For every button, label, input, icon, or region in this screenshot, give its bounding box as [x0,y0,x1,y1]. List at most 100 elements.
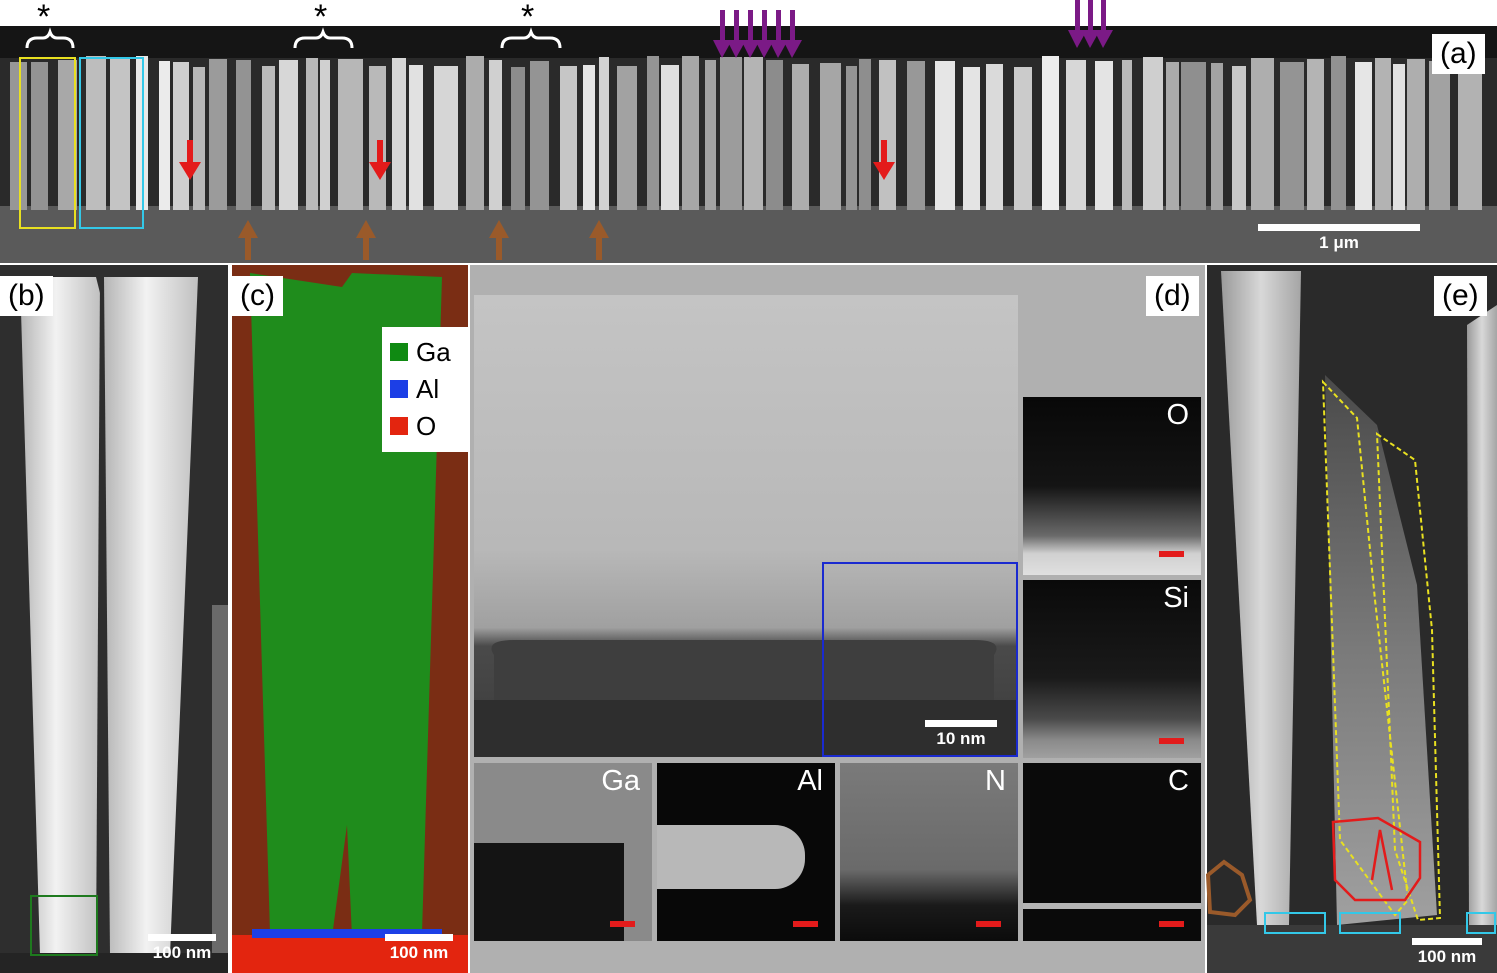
nanowire [136,56,148,210]
nanowire [744,57,763,210]
nanowire [560,66,577,210]
nanowire [792,64,809,210]
scalebar-line [1412,938,1482,945]
scalebar-text: 100 nm [389,943,449,962]
map-n: N [840,763,1018,941]
nanowire [1458,67,1482,210]
asterisk-2: * [314,0,328,36]
map-si-scalebar [1159,738,1184,744]
legend-text-ga: Ga [416,336,451,367]
nanowire [720,57,742,210]
nanowire [466,56,484,210]
nanowire [320,60,330,210]
nanowire [1014,67,1032,210]
nanowire [209,59,227,210]
panel-b-image [0,265,228,973]
panel-b-nanowires [0,277,228,973]
map-al-label: Al [797,765,823,797]
map-c: C [1023,763,1201,941]
nanowire [1393,64,1405,210]
nanowire [846,66,857,210]
scalebar-text: 1 μm [1319,233,1359,252]
legend-swatch-ga [390,343,408,361]
scalebar-text: 100 nm [152,943,212,962]
legend-swatch-al [390,380,408,398]
panel-e-image [1207,265,1497,973]
nanowire [1375,58,1391,210]
legend-text-o: O [416,410,437,441]
panel-e-scalebar: 100 nm [1412,938,1482,967]
scalebar-line [385,934,453,941]
scalebar-line [925,720,997,727]
panel-d-haadf-image [474,295,1018,757]
panel-b-label: (b) [0,276,53,316]
map-si: Si [1023,580,1201,758]
panel-b-scalebar: 100 nm [148,934,216,963]
nanowire [682,56,699,210]
nanowire [986,64,1003,210]
nanowire [647,56,659,210]
nanowire [262,66,275,210]
nanowire [1066,60,1086,210]
nanowire [1331,56,1346,210]
panel-c-image [232,265,468,973]
nanowire [879,60,896,210]
nanowire [1232,66,1246,210]
nanowire [617,66,637,210]
nanowire [1355,62,1372,210]
nanowire [434,66,458,210]
legend-swatch-o [390,417,408,435]
nanowire [369,66,386,210]
nanowire [489,60,502,210]
legend-text-al: Al [416,373,440,404]
nanowire [338,59,363,210]
scalebar-text: 10 nm [936,729,986,748]
map-c-label: C [1168,765,1189,797]
nanowire [409,65,423,210]
nanowire [1143,57,1163,210]
nanowire [10,62,27,210]
nanowire [1251,58,1274,210]
nanowire [392,58,406,210]
map-al-scalebar [793,921,818,927]
nanowire [530,61,549,210]
scalebar-line [1258,224,1420,231]
nanowire [31,62,48,210]
map-c-scalebar [1159,921,1184,927]
nanowire [1211,63,1223,210]
nanowire [907,61,925,210]
nanowire-group [10,56,1482,210]
panel-c-label: (c) [232,276,283,316]
nanowire [1095,61,1113,210]
nanowire [705,60,716,210]
nanowire [86,56,106,210]
nanowire [306,58,318,210]
map-al-bright-region [657,825,805,889]
panel-d-label: (d) [1146,276,1199,316]
nanowire [110,57,130,210]
nanowire [159,61,170,210]
nanowire [236,60,251,210]
panel-d-scalebar: 10 nm [925,720,997,749]
nanowire [583,65,595,210]
nanowire [820,63,841,210]
nanowire [1307,59,1324,210]
map-ga-dark-region [474,843,624,941]
nanowire [1042,56,1059,210]
nanowire [58,60,77,210]
legend-item-al: Al [390,372,439,406]
map-ga-scalebar [610,921,635,927]
map-al: Al [657,763,835,941]
scalebar-line [148,934,216,941]
nanowire [963,67,980,210]
asterisk-1: * [37,0,51,36]
asterisk-3: * [521,0,535,36]
panel-a-label: (a) [1432,34,1485,74]
nanowire [1122,60,1132,210]
map-c-interface-line [1023,903,1201,909]
nanowire [1166,62,1179,210]
panel-e-label: (e) [1434,276,1487,316]
nanowire [766,60,783,210]
scalebar-text: 100 nm [1417,947,1477,966]
nanowire [1429,61,1450,210]
